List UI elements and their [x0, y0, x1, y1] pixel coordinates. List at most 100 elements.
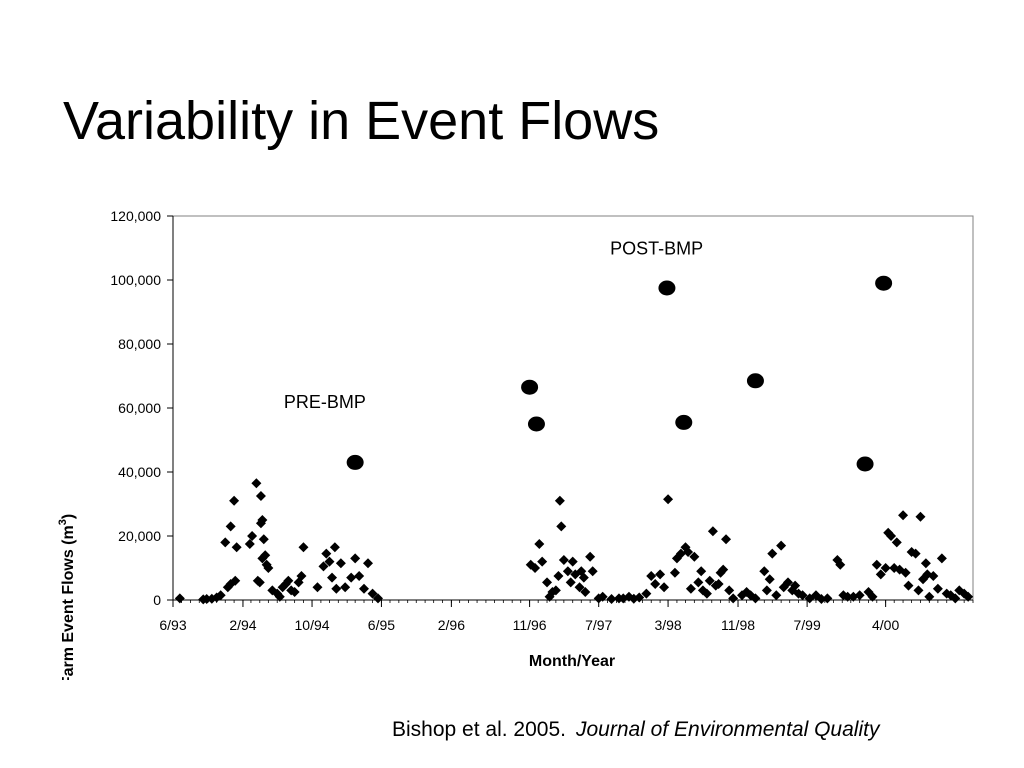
data-point-diamond — [886, 531, 897, 541]
data-point-diamond — [790, 580, 801, 591]
data-point-diamond — [963, 591, 974, 602]
data-point-diamond — [761, 585, 772, 596]
data-point-diamond — [696, 566, 707, 577]
y-axis-label: Farm Event Flows (m3) — [57, 514, 77, 680]
data-point-circle — [521, 379, 539, 395]
data-point-diamond — [891, 537, 902, 548]
data-point-diamond — [759, 566, 770, 577]
data-point-circle — [856, 456, 874, 472]
data-point-diamond — [920, 558, 931, 569]
data-point-diamond — [231, 542, 242, 553]
data-point-diamond — [359, 583, 370, 594]
data-point-diamond — [530, 563, 541, 573]
data-point-diamond — [340, 582, 351, 593]
data-point-diamond — [567, 556, 578, 567]
data-point-diamond — [350, 553, 361, 564]
data-point-diamond — [704, 575, 715, 586]
y-tick-label: 0 — [153, 592, 161, 608]
citation-author: Bishop et al. 2005. — [392, 718, 566, 741]
data-point-diamond — [685, 583, 696, 594]
y-tick-label: 100,000 — [110, 272, 161, 288]
data-point-diamond — [580, 587, 591, 597]
data-point-diamond — [363, 558, 374, 569]
data-point-diamond — [898, 510, 909, 521]
data-point-diamond — [764, 574, 775, 585]
data-points — [174, 275, 974, 605]
y-tick-label: 40,000 — [118, 464, 161, 480]
data-point-diamond — [251, 478, 262, 489]
data-point-diamond — [707, 526, 718, 537]
data-point-diamond — [871, 559, 882, 570]
data-point-diamond — [229, 495, 240, 506]
y-tick-label: 20,000 — [118, 528, 161, 544]
data-point-diamond — [641, 588, 652, 599]
y-axis-label-close: ) — [60, 514, 77, 519]
slide-title: Variability in Event Flows — [63, 91, 660, 151]
data-point-circle — [658, 280, 676, 296]
x-tick-label: 2/96 — [438, 617, 465, 633]
data-point-diamond — [298, 542, 309, 553]
data-point-diamond — [263, 563, 274, 573]
data-point-diamond — [659, 582, 670, 593]
y-tick-label: 80,000 — [118, 336, 161, 352]
data-point-diamond — [244, 539, 255, 549]
data-point-diamond — [606, 594, 617, 605]
data-point-diamond — [822, 593, 833, 604]
data-point-diamond — [728, 593, 739, 604]
data-point-diamond — [646, 571, 657, 581]
data-point-diamond — [587, 566, 598, 577]
data-point-diamond — [534, 539, 545, 549]
y-axis: 0 20,000 40,000 60,000 80,000 100,000 120,000 — [110, 208, 174, 608]
x-tick-label: 7/99 — [793, 617, 820, 633]
data-point-diamond — [562, 566, 573, 577]
data-point-diamond — [565, 577, 576, 588]
data-point-diamond — [230, 575, 241, 586]
data-point-diamond — [900, 567, 911, 578]
data-point-diamond — [257, 553, 268, 564]
data-point-diamond — [816, 594, 827, 605]
data-point-diamond — [797, 590, 808, 601]
data-point-diamond — [296, 571, 307, 581]
data-point-diamond — [354, 571, 365, 581]
annotation-label: PRE-BMP — [284, 392, 366, 412]
x-tick-label: 2/94 — [229, 617, 256, 633]
data-point-diamond — [537, 556, 548, 567]
x-axis-label: Month/Year — [529, 653, 615, 670]
data-point-diamond — [367, 588, 378, 599]
annotations: PRE-BMP POST-BMP — [284, 238, 703, 412]
data-point-circle — [675, 414, 693, 430]
data-point-diamond — [327, 572, 338, 583]
data-point-diamond — [553, 571, 564, 581]
data-point-diamond — [597, 591, 608, 602]
data-point-diamond — [928, 571, 939, 581]
data-point-diamond — [910, 548, 921, 559]
data-point-diamond — [701, 588, 712, 599]
data-point-diamond — [771, 590, 782, 601]
data-point-diamond — [329, 542, 340, 553]
data-point-diamond — [954, 585, 965, 596]
data-point-diamond — [585, 551, 596, 562]
data-point-diamond — [346, 572, 357, 583]
data-point-diamond — [782, 577, 793, 588]
data-point-diamond — [655, 569, 666, 580]
data-point-diamond — [554, 495, 565, 506]
x-tick-label: 11/98 — [721, 617, 755, 633]
y-axis-label-superscript: 3 — [57, 519, 69, 525]
data-point-diamond — [718, 564, 729, 575]
x-axis: 6/93 2/94 10/94 6/95 2/96 11/96 7/97 3/98 11/98 7… — [159, 599, 974, 633]
data-point-diamond — [915, 511, 926, 522]
x-tick-label: 10/94 — [295, 617, 330, 633]
data-point-diamond — [634, 592, 645, 603]
data-point-diamond — [932, 583, 943, 594]
data-point-diamond — [335, 558, 346, 569]
data-point-diamond — [750, 593, 761, 604]
data-point-diamond — [697, 585, 708, 596]
data-point-diamond — [220, 537, 231, 548]
data-point-circle — [746, 373, 764, 389]
annotation-label: POST-BMP — [610, 238, 703, 258]
x-tick-label: 11/96 — [513, 617, 547, 633]
data-point-diamond — [312, 582, 323, 593]
data-point-diamond — [835, 559, 846, 570]
data-point-diamond — [922, 569, 933, 580]
data-point-diamond — [321, 548, 332, 559]
